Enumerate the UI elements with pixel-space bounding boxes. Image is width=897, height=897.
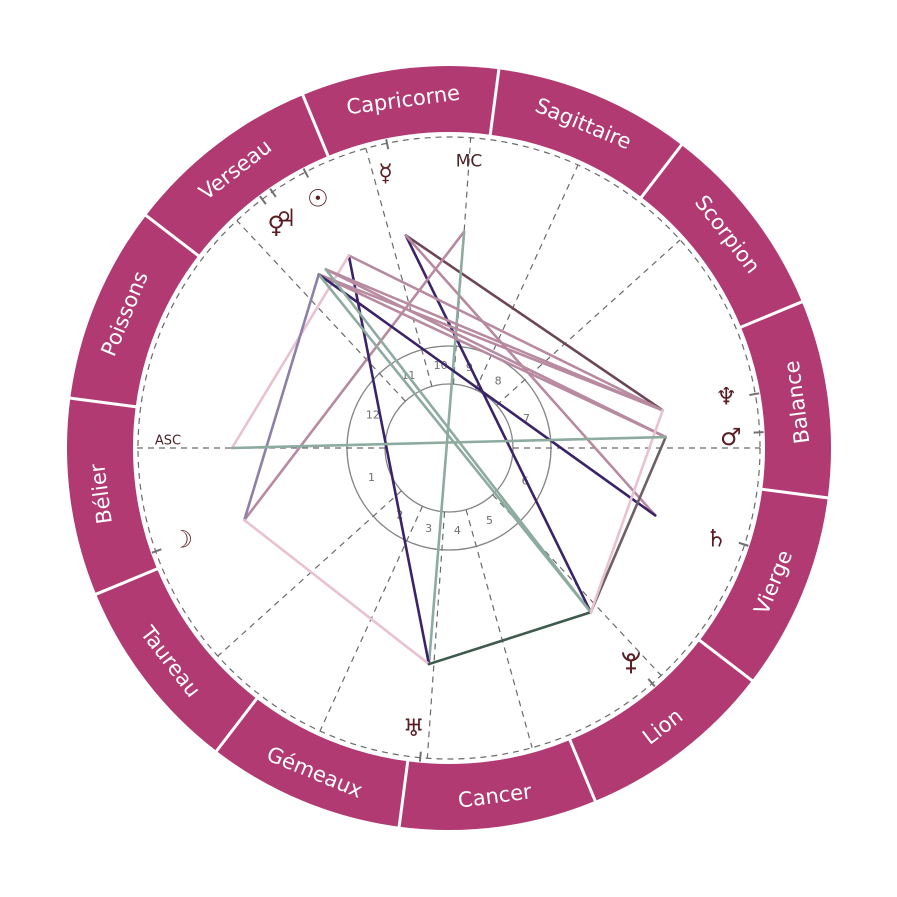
zodiac-divider <box>761 487 829 500</box>
house-number: 4 <box>454 524 461 537</box>
aspect-line-pluto-mars <box>589 435 668 614</box>
zodiac-segment <box>399 739 596 831</box>
house-cusp-line-9 <box>474 164 579 391</box>
neptune-icon: ♆ <box>716 383 738 411</box>
planet-position-tick <box>269 188 277 198</box>
zodiac-divider <box>397 760 410 828</box>
aspect-line-mc-uranus <box>427 230 466 666</box>
zodiac-divider <box>488 68 501 136</box>
mercury-icon: ☿ <box>378 159 393 187</box>
house-number: 7 <box>523 412 530 425</box>
zodiac-divider <box>144 213 201 258</box>
aspect-line-sun-uranus <box>347 254 431 666</box>
planet-position-tick <box>738 541 749 547</box>
pluto-icon <box>622 652 641 674</box>
aspect-line-sun-neptune <box>347 254 665 412</box>
aspect-line-pluto-neptune <box>589 409 665 614</box>
planet-position-tick <box>385 139 390 150</box>
aspect-line-mercury-neptune <box>404 234 665 412</box>
planet-position-tick <box>151 548 162 554</box>
zodiac-sign-lion: Lion <box>569 640 753 801</box>
jupiter-icon: ♃ <box>275 204 297 232</box>
mc-label: MC <box>456 152 483 172</box>
zodiac-sign-gemeaux: Gémeaux <box>216 698 408 827</box>
axis-labels: ASC MC <box>155 152 482 449</box>
aspect-line-venus-saturn <box>317 273 657 517</box>
aspect-line-jupiter-pluto <box>324 268 593 614</box>
zodiac-sign-capricorne: Capricorne <box>302 66 499 157</box>
planet-position-tick <box>418 751 422 762</box>
zodiac-divider <box>697 638 754 683</box>
asc-label: ASC <box>155 434 181 449</box>
planet-position-tick <box>302 168 310 178</box>
house-cusp-line-11 <box>365 148 433 387</box>
zodiac-divider <box>214 696 259 753</box>
sun-icon: ☉ <box>307 184 329 212</box>
aspect-lines <box>230 230 668 666</box>
house-cusp-line-12 <box>236 220 406 402</box>
house-cusp-line-4 <box>426 511 446 759</box>
zodiac-divider <box>568 738 597 803</box>
house-number: 3 <box>425 522 432 535</box>
planet-position-tick <box>259 195 267 205</box>
house-cusp-line-8 <box>496 239 681 406</box>
house-number: 12 <box>366 408 380 421</box>
zodiac-segment <box>216 698 408 827</box>
zodiac-divider <box>301 93 330 158</box>
house-number: 10 <box>434 359 448 372</box>
zodiac-divider <box>739 300 804 329</box>
house-number: 5 <box>486 514 493 527</box>
house-number: 8 <box>495 375 502 388</box>
zodiac-segment <box>302 66 499 157</box>
zodiac-sign-sagittaire: Sagittaire <box>490 69 682 198</box>
zodiac-segment <box>740 301 831 498</box>
planet-glyphs: ☿ ☉ ♃♀ ☽ ♅ ♄ ♂ ♆ <box>151 139 764 762</box>
zodiac-segment <box>641 144 802 328</box>
zodiac-sign-taureau: Taureau <box>96 568 257 752</box>
aspect-line-mc-moon <box>243 230 466 522</box>
saturn-icon: ♄ <box>705 524 727 552</box>
planet-position-tick <box>753 431 764 434</box>
zodiac-sign-scorpion: Scorpion <box>641 144 802 328</box>
zodiac-segment <box>490 69 682 198</box>
aspect-line-jupiter-mars <box>324 268 668 439</box>
zodiac-segment <box>569 640 753 801</box>
zodiac-divider <box>94 567 159 596</box>
zodiac-sign-balance: Balance <box>740 301 831 498</box>
zodiac-sign-poissons: Poissons <box>70 215 199 407</box>
aspect-line-uranus-pluto <box>427 610 593 666</box>
aspect-line-moon-venus <box>243 273 321 522</box>
aspect-line-mercury-pluto <box>404 234 593 614</box>
aspect-line-jupiter-neptune <box>324 268 665 412</box>
house-cusp-line-5 <box>465 509 533 748</box>
zodiac-sign-vierge: Vierge <box>699 489 828 681</box>
zodiac-sign-cancer: Cancer <box>399 739 596 831</box>
aspect-line-asc-mars <box>230 435 668 450</box>
house-cusp-line-2 <box>217 490 402 657</box>
aspect-line-mercury-saturn <box>404 234 657 517</box>
mars-icon: ♂ <box>720 423 742 451</box>
zodiac-sign-verseau: Verseau <box>145 95 329 256</box>
planet-position-tick <box>749 392 760 397</box>
aspect-line-moon-uranus <box>243 518 431 666</box>
planet-position-tick <box>647 678 656 688</box>
zodiac-segment <box>699 489 828 681</box>
zodiac-divider <box>639 143 684 200</box>
zodiac-sign-belier: Bélier <box>67 398 158 595</box>
house-number: 1 <box>368 471 375 484</box>
zodiac-segment <box>70 215 199 407</box>
zodiac-segment <box>145 95 329 256</box>
moon-icon: ☽ <box>171 525 193 553</box>
zodiac-segment <box>67 398 158 595</box>
venus-icon: ♀ <box>267 211 285 239</box>
zodiac-segment <box>96 568 257 752</box>
uranus-icon: ♅ <box>403 714 425 742</box>
zodiac-divider <box>69 396 137 409</box>
